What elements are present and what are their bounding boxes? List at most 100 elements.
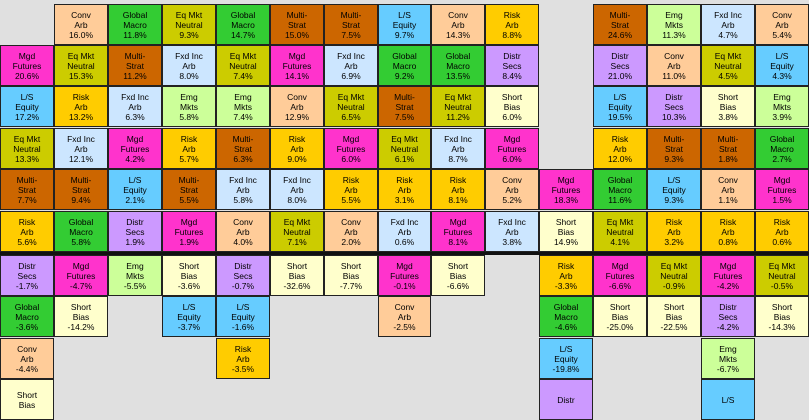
- cell-eq-mkt-neutral: Eq Mkt Neutral 11.2%: [431, 86, 485, 127]
- cell-label: Arb: [74, 19, 88, 30]
- cell-fxd-inc-arb: Fxd Inc Arb 8.7%: [431, 128, 485, 169]
- cell-global-macro: Global Macro 5.8%: [54, 211, 108, 252]
- cell-label: Equity: [231, 311, 255, 322]
- cell-label: Bias: [449, 270, 467, 281]
- cell-risk-arb: Risk Arb 5.7%: [162, 128, 216, 169]
- cell-value: 5.5%: [341, 194, 361, 205]
- cell-label: Risk: [503, 9, 521, 20]
- cell-value: -0.9%: [662, 280, 686, 291]
- cell-label: Mgd: [557, 174, 575, 185]
- cell-label: Mkts: [719, 353, 737, 364]
- cell-global-macro: Global Macro 14.7%: [216, 4, 270, 45]
- cell-l-s-equity: L/S Equity 9.7%: [378, 4, 431, 45]
- cell-label: Neutral: [660, 270, 688, 281]
- cell-label: Distr: [18, 260, 36, 271]
- cell-value: 6.3%: [125, 111, 145, 122]
- cell-label: Global: [14, 301, 40, 312]
- cell-label: Eq Mkt: [391, 133, 418, 144]
- cell-emg-mkts: Emg Mkts -6.7%: [701, 338, 755, 379]
- cell-label: Futures: [767, 184, 797, 195]
- cell-label: Neutral: [444, 101, 472, 112]
- cell-label: Bias: [665, 311, 683, 322]
- cell-label: Eq Mkt: [768, 260, 796, 271]
- cell-value: -6.6%: [608, 280, 632, 291]
- cell-label: Strat: [342, 19, 360, 30]
- cell-label: Arb: [775, 226, 789, 237]
- cell-label: L/S: [559, 343, 573, 354]
- cell-label: Secs: [664, 101, 684, 112]
- cell-label: Neutral: [13, 143, 41, 154]
- cell-risk-arb: Risk Arb 8.8%: [485, 4, 539, 45]
- cell-label: Arb: [451, 19, 465, 30]
- cell-value: 9.4%: [71, 194, 91, 205]
- cell-label: Risk: [773, 216, 791, 227]
- cell-multi-strat: Multi- Strat 7.5%: [378, 86, 431, 127]
- cell-value: 4.7%: [718, 29, 738, 40]
- cell-label: Short: [771, 301, 793, 312]
- cell-label: Equity: [177, 311, 201, 322]
- cell-value: 12.9%: [284, 111, 310, 122]
- cell-value: 11.2%: [123, 70, 147, 81]
- cell-multi-strat: Multi- Strat 11.2%: [108, 45, 162, 86]
- cell-mgd-futures: Mgd Futures 8.1%: [431, 211, 485, 252]
- zero-divider-line: [0, 252, 809, 255]
- cell-l-s-equity: L/S Equity 17.2%: [0, 86, 54, 127]
- cell-mgd-futures: Mgd Futures -4.2%: [701, 255, 755, 296]
- cell-value: 5.8%: [233, 194, 253, 205]
- cell-l-s-equity: L/S Equity -3.7%: [162, 296, 216, 337]
- cell-conv-arb: Conv Arb 1.1%: [701, 169, 755, 210]
- cell-label: Futures: [336, 143, 366, 154]
- cell-label: Mgd: [342, 133, 360, 144]
- cell-eq-mkt-neutral: Eq Mkt Neutral 7.4%: [216, 45, 270, 86]
- cell-label: Short: [609, 301, 631, 312]
- cell-label: Arb: [344, 60, 358, 71]
- cell-label: Short: [501, 91, 523, 102]
- cell-label: Futures: [551, 184, 581, 195]
- cell-short-bias: Short Bias -25.0%: [593, 296, 647, 337]
- cell-value: 2.7%: [772, 153, 792, 164]
- cell-value: 4.1%: [610, 236, 630, 247]
- cell-label: Eq Mkt: [283, 216, 311, 227]
- cell-label: Arb: [344, 184, 358, 195]
- cell-value: -14.2%: [67, 321, 95, 332]
- cell-label: Mkts: [180, 101, 198, 112]
- cell-mgd-futures: Mgd Futures -6.6%: [593, 255, 647, 296]
- cell-value: 3.1%: [394, 194, 415, 205]
- cell-multi-strat: Multi- Strat 24.6%: [593, 4, 647, 45]
- cell-value: 8.8%: [502, 29, 522, 40]
- cell-risk-arb: Risk Arb 3.1%: [378, 169, 431, 210]
- cell-label: Risk: [557, 260, 575, 271]
- cell-value: 3.9%: [772, 111, 792, 122]
- cell-label: Arb: [505, 19, 519, 30]
- cell-value: 9.7%: [394, 29, 415, 40]
- cell-global-macro: Global Macro 2.7%: [755, 128, 809, 169]
- cell-value: 4.0%: [233, 236, 253, 247]
- cell-distr-secs: Distr Secs -4.2%: [701, 296, 755, 337]
- cell-label: Macro: [15, 311, 39, 322]
- cell-label: Conv: [664, 50, 684, 61]
- cell-short-bias: Short Bias -14.2%: [54, 296, 108, 337]
- cell-value: -1.6%: [231, 321, 255, 332]
- cell-value: 0.8%: [718, 236, 738, 247]
- cell-label: Mgd: [72, 260, 90, 271]
- cell-label: Equity: [662, 184, 686, 195]
- cell-label: Arb: [290, 143, 304, 154]
- cell-value: -0.5%: [770, 280, 794, 291]
- cell-label: Global: [122, 9, 148, 20]
- cell-label: Arb: [182, 143, 196, 154]
- cell-label: Mgd: [126, 133, 144, 144]
- cell-label: Macro: [554, 311, 578, 322]
- cell-label: Mgd: [719, 260, 737, 271]
- cell-label: Equity: [554, 353, 578, 364]
- cell-label: Fxd Inc: [67, 133, 95, 144]
- cell-l-s-equity: L/S Equity -1.6%: [216, 296, 270, 337]
- cell-label: Distr: [665, 91, 683, 102]
- cell-label: Conv: [71, 9, 91, 20]
- cell-label: Global: [445, 50, 471, 61]
- cell-value: -4.7%: [69, 280, 93, 291]
- cell-label: Fxd Inc: [337, 50, 365, 61]
- cell-emg-mkts: Emg Mkts 7.4%: [216, 86, 270, 127]
- cell-risk-arb: Risk Arb 3.2%: [647, 211, 701, 252]
- performance-quilt-chart: Risk Arb 5.6% Multi- Strat 7.7% Eq Mkt Neutral 1…: [0, 4, 809, 420]
- cell-value: -3.6%: [177, 280, 201, 291]
